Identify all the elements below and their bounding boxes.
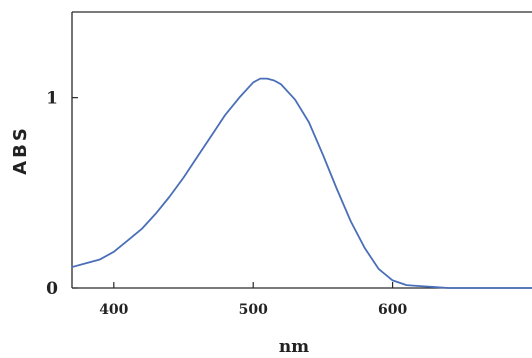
chart-axes [71,11,532,289]
chart-plot-area [71,77,532,289]
y-tick-label: 1 [46,89,58,109]
y-axis-title: ABS [10,125,31,175]
x-axis-title: nm [279,337,309,357]
x-tick-label: 600 [378,302,407,318]
chart-tick-labels: 400 500 600 0 1 [46,89,407,318]
absorbance-series-line [71,77,532,289]
y-tick-label: 0 [46,279,58,299]
x-tick-label: 400 [99,302,128,318]
chart-ticks [72,97,394,289]
x-tick-label: 500 [239,302,268,318]
